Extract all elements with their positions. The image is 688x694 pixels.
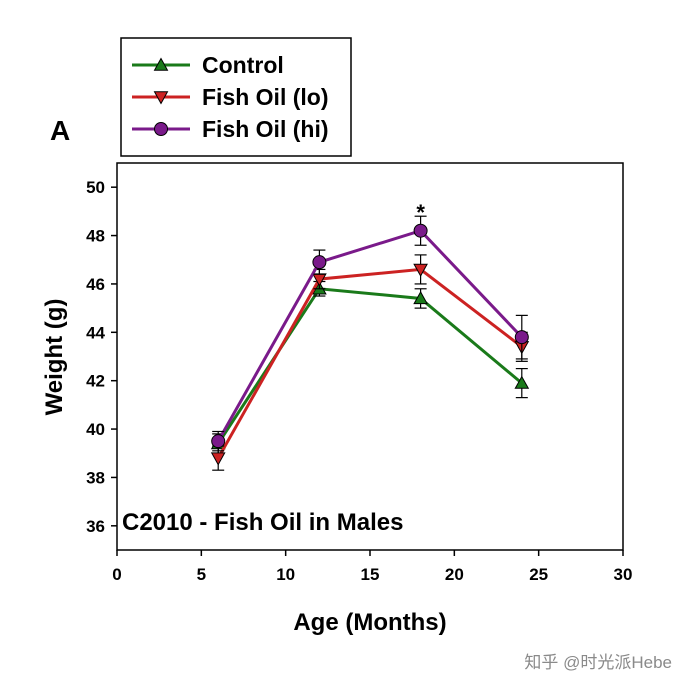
y-tick-label: 48: [86, 227, 105, 246]
x-axis: 0 5 10 15 20 25 30: [112, 550, 632, 584]
legend-swatch-marker: [154, 122, 168, 136]
x-tick-label: 25: [529, 565, 548, 584]
y-axis-label: Weight (g): [41, 299, 68, 416]
y-tick-label: 40: [86, 420, 105, 439]
data-point: [312, 255, 327, 270]
data-point: [210, 452, 226, 466]
y-tick-label: 38: [86, 468, 105, 487]
legend-swatch-marker: [153, 57, 169, 71]
legend-label: Fish Oil (hi): [202, 116, 329, 142]
data-point: [514, 330, 529, 345]
y-tick-label: 42: [86, 372, 105, 391]
legend-item: Fish Oil (lo): [132, 84, 329, 110]
y-tick-label: 50: [86, 178, 105, 197]
series-line: [216, 229, 523, 442]
x-tick-label: 20: [445, 565, 464, 584]
x-tick-label: 5: [197, 565, 206, 584]
watermark: 知乎 @时光派Hebe: [524, 653, 672, 672]
y-axis: 36 38 40 42 44 46 48 50: [86, 178, 117, 536]
data-point: [413, 290, 428, 305]
panel-label: A: [50, 115, 70, 146]
data-point: [514, 375, 530, 389]
annotation-layer: *: [416, 200, 425, 225]
legend-label: Fish Oil (lo): [202, 84, 329, 110]
data-point: [413, 263, 428, 277]
series-1: [210, 254, 530, 471]
plot-frame: [116, 162, 624, 551]
x-axis-label: Age (Months): [293, 609, 446, 636]
x-tick-label: 0: [112, 565, 121, 584]
y-tick-label: 46: [86, 275, 105, 294]
x-tick-label: 15: [361, 565, 380, 584]
legend: Control Fish Oil (lo) Fish Oil (hi): [120, 37, 352, 157]
series-line: [216, 267, 523, 459]
series-2: [211, 215, 529, 452]
legend-label: Control: [202, 52, 284, 78]
y-tick-label: 44: [86, 323, 105, 342]
data-point: [413, 223, 428, 238]
series-layer: [210, 215, 530, 471]
legend-item: Fish Oil (hi): [132, 116, 329, 142]
significance-marker: *: [416, 200, 425, 225]
y-tick-label: 36: [86, 517, 105, 536]
chart-title: C2010 - Fish Oil in Males: [122, 509, 403, 536]
x-tick-label: 10: [276, 565, 295, 584]
legend-item: Control: [132, 52, 284, 78]
legend-swatch-marker: [153, 91, 169, 105]
data-point: [211, 434, 226, 449]
x-tick-label: 30: [614, 565, 633, 584]
